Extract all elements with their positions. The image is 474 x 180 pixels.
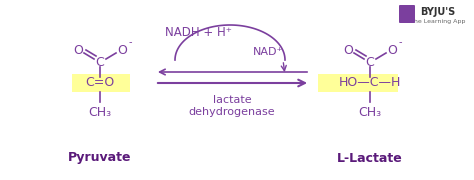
FancyBboxPatch shape — [318, 74, 398, 92]
Text: -: - — [128, 37, 132, 47]
Text: lactate
dehydrogenase: lactate dehydrogenase — [189, 95, 275, 117]
Text: HO—C—H: HO—C—H — [339, 76, 401, 89]
Text: C: C — [96, 55, 104, 69]
Text: O: O — [387, 44, 397, 57]
Text: CH₃: CH₃ — [358, 105, 382, 118]
Text: BYJU'S: BYJU'S — [420, 7, 456, 17]
Text: CH₃: CH₃ — [89, 105, 111, 118]
Text: L-Lactate: L-Lactate — [337, 152, 403, 165]
Text: Pyruvate: Pyruvate — [68, 152, 132, 165]
Text: O: O — [343, 44, 353, 57]
Text: B: B — [403, 9, 410, 19]
Text: O: O — [73, 44, 83, 57]
Text: NAD⁺: NAD⁺ — [253, 47, 283, 57]
Text: C=O: C=O — [85, 76, 115, 89]
Text: C: C — [365, 55, 374, 69]
Text: NADH + H⁺: NADH + H⁺ — [164, 26, 231, 39]
Text: -: - — [398, 37, 402, 47]
FancyBboxPatch shape — [399, 5, 415, 23]
Text: O: O — [117, 44, 127, 57]
FancyBboxPatch shape — [72, 74, 130, 92]
Text: The Learning App: The Learning App — [410, 19, 465, 24]
